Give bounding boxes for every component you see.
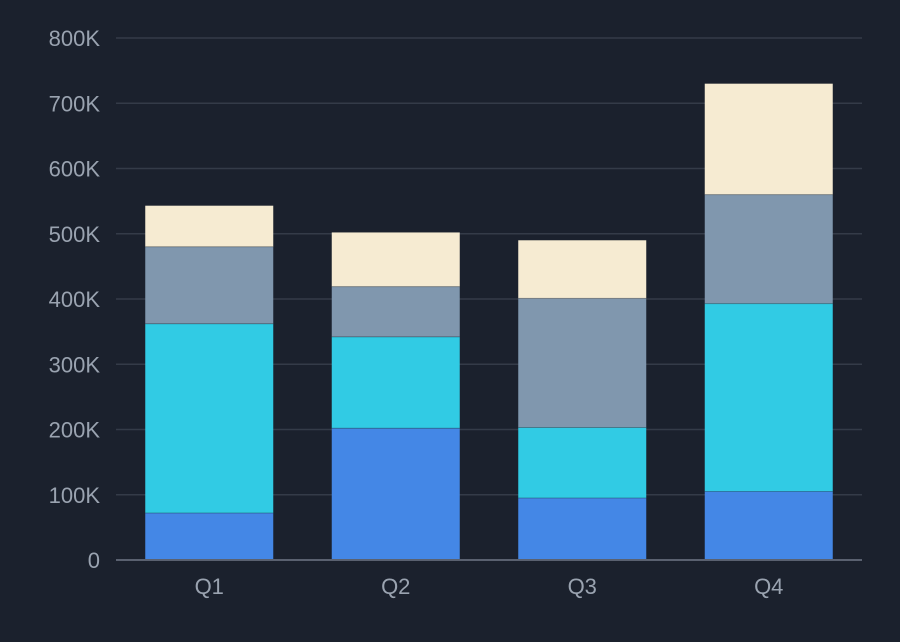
bar-segment-q4-s2 xyxy=(704,303,833,492)
bar-segment-q3-s4 xyxy=(518,240,647,299)
y-tick-label: 100K xyxy=(49,483,101,508)
bar-segment-q1-s2 xyxy=(145,323,274,514)
bar-segment-q2-s4 xyxy=(331,232,460,287)
y-axis-ticks: 0 100K 200K 300K 400K 500K 600K 700K 800K xyxy=(49,26,101,573)
y-tick-label: 0 xyxy=(88,548,100,573)
bar-segment-q4-s4 xyxy=(704,83,833,195)
bar-segment-q3-s1 xyxy=(518,498,647,560)
y-tick-label: 400K xyxy=(49,287,101,312)
bar-segment-q1-s3 xyxy=(145,246,274,324)
x-tick-label: Q2 xyxy=(381,574,410,599)
bar-segment-q3-s3 xyxy=(518,298,647,428)
x-tick-label: Q1 xyxy=(195,574,224,599)
bars xyxy=(145,83,833,560)
bar-segment-q1-s4 xyxy=(145,205,274,247)
x-tick-label: Q4 xyxy=(754,574,783,599)
bar-segment-q2-s2 xyxy=(331,336,460,429)
y-tick-label: 600K xyxy=(49,157,101,182)
x-tick-label: Q3 xyxy=(568,574,597,599)
bar-segment-q4-s3 xyxy=(704,194,833,304)
y-tick-label: 200K xyxy=(49,418,101,443)
y-tick-label: 300K xyxy=(49,352,101,377)
bar-segment-q2-s3 xyxy=(331,286,460,337)
bar-segment-q2-s1 xyxy=(331,428,460,560)
y-tick-label: 700K xyxy=(49,91,101,116)
y-tick-label: 800K xyxy=(49,26,101,51)
y-tick-label: 500K xyxy=(49,222,101,247)
bar-segment-q1-s1 xyxy=(145,513,274,560)
bar-segment-q4-s1 xyxy=(704,491,833,560)
x-axis-ticks: Q1 Q2 Q3 Q4 xyxy=(195,574,784,599)
bar-segment-q3-s2 xyxy=(518,427,647,499)
